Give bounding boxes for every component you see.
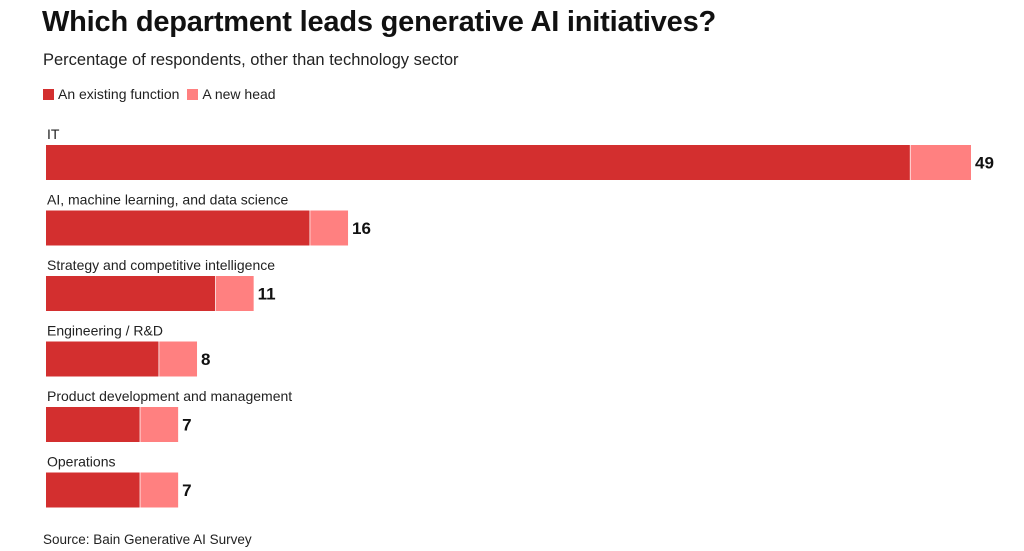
value-label-operations: 7 <box>182 481 191 500</box>
bar-an-existing-function-product-development-and-management <box>46 407 141 442</box>
bar-an-existing-function-it <box>46 145 911 180</box>
bar-a-new-head-strategy-and-competitive-intelligence <box>215 276 254 311</box>
value-label-engineering-r-d: 8 <box>201 350 210 369</box>
legend-item-existing-function: An existing function <box>43 86 179 102</box>
category-label-strategy-and-competitive-intelligence: Strategy and competitive intelligence <box>47 257 275 273</box>
bar-an-existing-function-operations <box>46 472 141 508</box>
chart-title: Which department leads generative AI ini… <box>42 6 717 38</box>
category-label-product-development-and-management: Product development and management <box>47 388 292 404</box>
category-label-it: IT <box>47 126 60 142</box>
bar-a-new-head-product-development-and-management <box>140 407 179 442</box>
bar-a-new-head-engineering-r-d <box>159 341 198 377</box>
category-label-ai-machine-learning-and-data-science: AI, machine learning, and data science <box>47 192 288 208</box>
bar-an-existing-function-engineering-r-d <box>46 341 160 377</box>
legend-label-existing-function: An existing function <box>58 86 180 102</box>
value-label-it: 49 <box>975 154 994 173</box>
category-label-engineering-r-d: Engineering / R&D <box>47 323 163 339</box>
value-label-product-development-and-management: 7 <box>182 416 191 435</box>
legend-item-new-head: A new head <box>187 86 276 102</box>
bar-a-new-head-ai-machine-learning-and-data-science <box>310 210 349 246</box>
value-label-ai-machine-learning-and-data-science: 16 <box>352 219 371 238</box>
chart-subtitle: Percentage of respondents, other than te… <box>43 51 459 69</box>
bar-a-new-head-it <box>910 145 971 180</box>
category-label-operations: Operations <box>47 454 115 470</box>
legend: An existing function A new head <box>43 86 284 102</box>
legend-swatch-new-head <box>187 88 199 100</box>
bar-an-existing-function-strategy-and-competitive-intelligence <box>46 276 216 311</box>
legend-swatch-existing-function <box>43 88 54 100</box>
source-note: Source: Bain Generative AI Survey <box>43 532 252 547</box>
bar-a-new-head-operations <box>140 472 179 508</box>
legend-label-new-head: A new head <box>202 86 276 102</box>
bar-an-existing-function-ai-machine-learning-and-data-science <box>46 210 311 246</box>
value-label-strategy-and-competitive-intelligence: 11 <box>258 285 276 304</box>
